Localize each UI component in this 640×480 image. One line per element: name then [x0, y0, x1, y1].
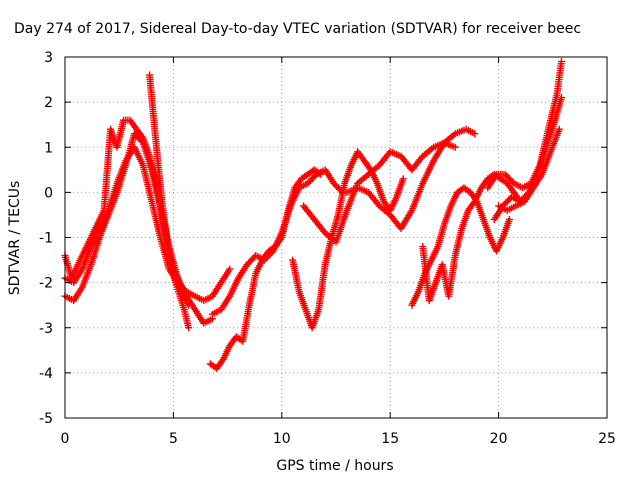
data-point — [557, 94, 565, 102]
x-tick-label: 0 — [61, 431, 70, 447]
x-tick-label: 5 — [169, 431, 178, 447]
x-tick-label: 25 — [598, 431, 616, 447]
y-tick-label: -3 — [39, 321, 53, 337]
series-track-9 — [343, 125, 479, 232]
tick-labels: 0 5 10 15 20 25 -5 -4 -3 -2 -1 0 1 2 3 — [39, 50, 616, 447]
y-tick-label: 2 — [44, 95, 53, 111]
data-point — [226, 265, 234, 273]
y-tick-label: 0 — [44, 185, 53, 201]
y-tick-label: -4 — [39, 366, 53, 382]
series-track-14 — [495, 125, 563, 214]
data-point — [505, 215, 513, 223]
data-point — [471, 130, 479, 138]
y-tick-label: -5 — [39, 411, 53, 427]
y-tick-label: 3 — [44, 50, 53, 66]
data-point — [268, 249, 276, 257]
data-points — [61, 58, 565, 372]
y-tick-label: -2 — [39, 276, 53, 292]
x-axis-label: GPS time / hours — [276, 458, 393, 474]
x-tick-label: 15 — [381, 431, 399, 447]
y-tick-label: 1 — [44, 140, 53, 156]
x-tick-label: 20 — [490, 431, 508, 447]
data-point — [399, 175, 407, 183]
axis-ticks — [64, 56, 608, 419]
series-track-13 — [490, 94, 565, 223]
data-point — [311, 172, 319, 180]
data-point — [508, 178, 516, 186]
series-track-4 — [146, 71, 193, 332]
x-tick-label: 10 — [273, 431, 291, 447]
data-point — [451, 143, 459, 151]
series-track-6 — [208, 166, 347, 318]
y-axis-label: SDTVAR / TECUs — [7, 181, 23, 296]
y-tick-label: -1 — [39, 231, 53, 247]
series-track-8 — [299, 139, 459, 246]
series-track-7 — [289, 148, 407, 332]
data-point — [555, 125, 563, 133]
data-point — [185, 324, 193, 332]
chart-title: Day 274 of 2017, Sidereal Day-to-day VTE… — [14, 21, 581, 37]
data-point — [557, 58, 565, 66]
